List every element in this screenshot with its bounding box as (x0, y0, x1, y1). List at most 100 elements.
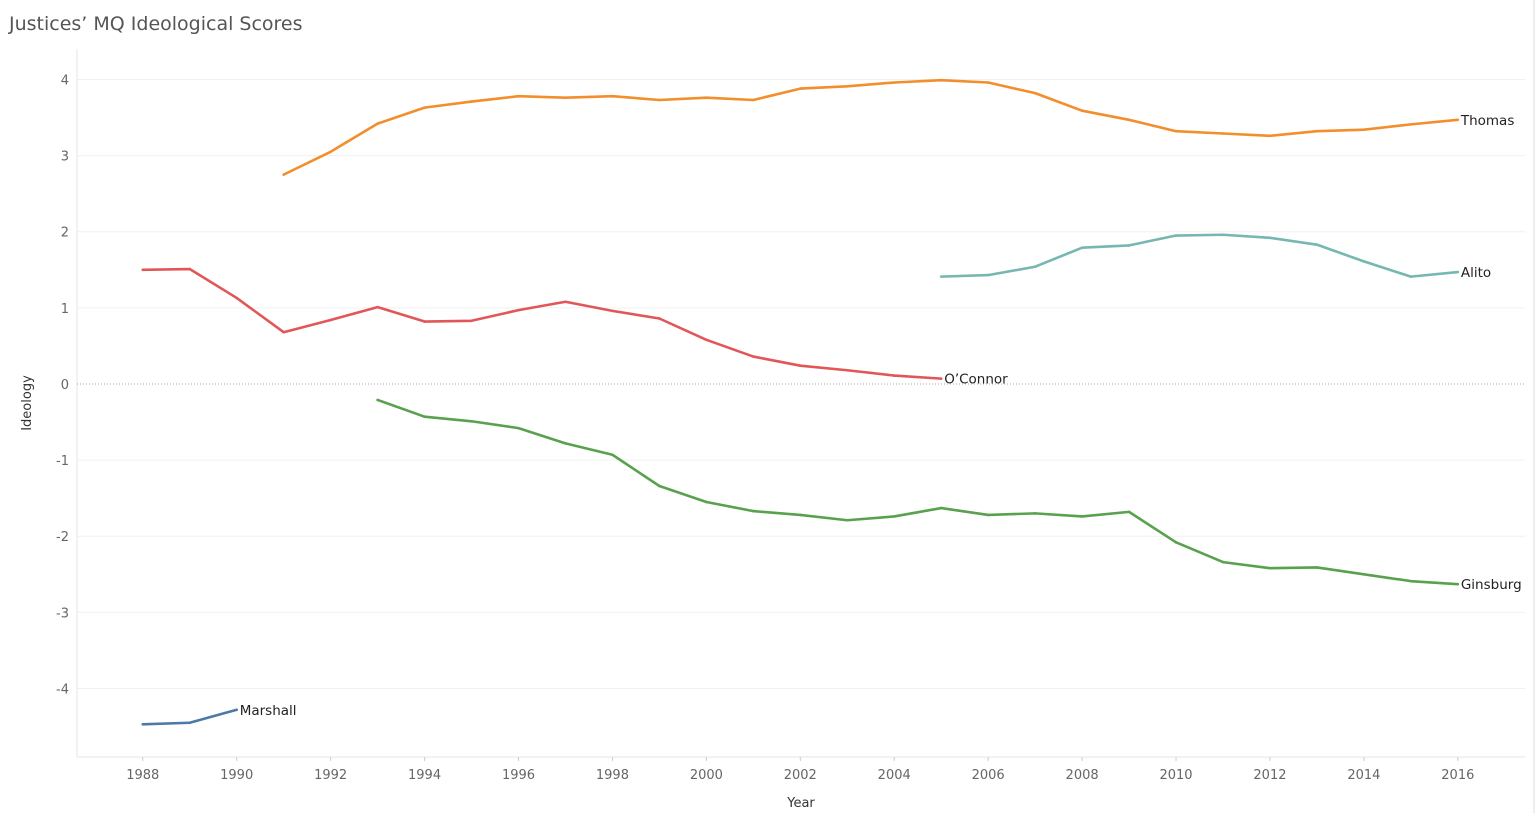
data-point (376, 398, 379, 402)
y-tick-label: -3 (56, 606, 69, 621)
data-point (705, 96, 708, 100)
data-point (939, 377, 943, 380)
series-label: Marshall (240, 703, 297, 719)
data-point (376, 305, 379, 309)
data-point (1456, 582, 1460, 586)
data-point (329, 318, 332, 322)
data-point (1033, 91, 1037, 95)
data-point (1409, 123, 1413, 126)
data-point (658, 98, 661, 102)
series-line (377, 398, 1458, 586)
data-point (939, 78, 943, 82)
x-tick-label: 1998 (596, 768, 629, 783)
data-point (798, 87, 802, 90)
x-tick-label: 1992 (314, 768, 347, 783)
data-point (470, 319, 473, 323)
x-tick-label: 1996 (502, 768, 535, 783)
x-tick-label: 2008 (1066, 768, 1099, 783)
data-point (752, 509, 755, 513)
data-point (1174, 234, 1178, 237)
data-point (986, 81, 990, 84)
y-tick-label: -4 (56, 682, 69, 697)
data-point (235, 296, 238, 300)
data-point (752, 355, 755, 358)
series-label: Alito (1461, 265, 1491, 281)
data-point (1268, 236, 1272, 240)
y-tick-label: 2 (61, 226, 69, 241)
data-point (752, 98, 755, 102)
data-point (1127, 244, 1131, 247)
data-point (1268, 566, 1272, 570)
x-tick-label: 2000 (690, 768, 723, 783)
data-point (658, 484, 661, 488)
x-tick-label: 2004 (878, 768, 911, 783)
data-point (611, 309, 614, 313)
x-tick-label: 2016 (1441, 768, 1474, 783)
data-point (1362, 260, 1366, 263)
data-point (470, 419, 473, 423)
data-point (1362, 128, 1366, 131)
data-point (1174, 541, 1178, 544)
data-point (892, 81, 896, 84)
series-line (941, 233, 1458, 278)
data-point (423, 320, 426, 323)
data-point (423, 415, 426, 419)
x-tick-label: 1990 (220, 768, 253, 783)
data-point (798, 513, 802, 517)
data-point (939, 275, 943, 278)
data-point (1221, 560, 1225, 564)
data-point (517, 308, 520, 312)
data-point (1456, 118, 1460, 122)
data-point (329, 150, 332, 154)
data-point (1174, 129, 1178, 133)
series-thomas: Thomas (282, 78, 1514, 176)
x-tick-label: 1994 (408, 768, 441, 783)
y-tick-label: -1 (56, 454, 69, 469)
data-point (564, 300, 567, 304)
data-point (1409, 275, 1413, 278)
data-point (564, 96, 567, 100)
series-oconnor: O’Connor (141, 267, 1008, 388)
chart-title: Justices’ MQ Ideological Scores (9, 13, 303, 35)
series-ginsburg: Ginsburg (376, 398, 1522, 593)
x-tick-label: 2002 (784, 768, 817, 783)
data-point (1409, 579, 1413, 583)
data-point (1033, 265, 1037, 269)
data-point (517, 426, 520, 430)
y-tick-label: 4 (61, 73, 69, 88)
data-point (1315, 243, 1319, 246)
data-point (1221, 132, 1225, 135)
data-point (1033, 512, 1037, 515)
data-point (1315, 129, 1319, 133)
data-point (1456, 270, 1460, 274)
series-line (283, 78, 1458, 176)
data-point (1315, 566, 1319, 569)
x-tick-label: 2012 (1253, 768, 1286, 783)
data-point (1268, 134, 1272, 138)
data-point (1221, 233, 1225, 237)
y-axis-label: Ideology (20, 375, 35, 431)
data-point (986, 273, 990, 277)
data-point (1127, 510, 1131, 514)
data-point (141, 268, 145, 272)
data-point (845, 368, 849, 372)
y-tick-label: 0 (61, 378, 69, 393)
data-point (611, 453, 614, 457)
data-point (470, 100, 473, 103)
data-point (376, 122, 379, 125)
y-tick-label: 1 (61, 302, 69, 317)
x-tick-label: 2010 (1159, 768, 1192, 783)
x-axis-label: Year (786, 796, 815, 811)
data-point (1080, 515, 1084, 518)
series-alito: Alito (939, 233, 1491, 281)
data-point (423, 106, 426, 109)
data-point (564, 442, 567, 445)
data-point (188, 267, 192, 271)
data-point (282, 173, 285, 176)
data-point (798, 364, 802, 367)
data-point (658, 317, 661, 320)
data-point (235, 708, 238, 712)
data-point (705, 338, 708, 342)
data-point (892, 374, 896, 377)
series-label: Ginsburg (1461, 577, 1522, 593)
